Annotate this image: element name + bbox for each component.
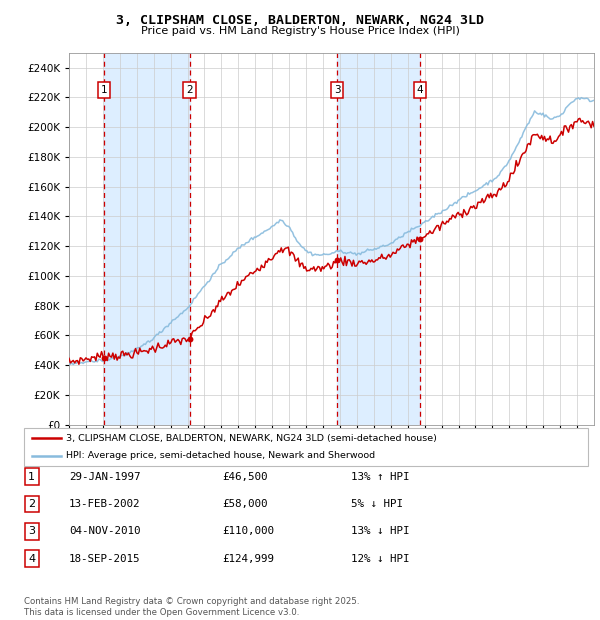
Text: Contains HM Land Registry data © Crown copyright and database right 2025.
This d: Contains HM Land Registry data © Crown c…	[24, 598, 359, 617]
Text: 3, CLIPSHAM CLOSE, BALDERTON, NEWARK, NG24 3LD (semi-detached house): 3, CLIPSHAM CLOSE, BALDERTON, NEWARK, NG…	[66, 433, 437, 443]
FancyBboxPatch shape	[24, 428, 588, 466]
Text: Price paid vs. HM Land Registry's House Price Index (HPI): Price paid vs. HM Land Registry's House …	[140, 26, 460, 36]
Text: 4: 4	[28, 554, 35, 564]
Text: 2: 2	[28, 499, 35, 509]
Text: 3, CLIPSHAM CLOSE, BALDERTON, NEWARK, NG24 3LD: 3, CLIPSHAM CLOSE, BALDERTON, NEWARK, NG…	[116, 14, 484, 27]
Text: 4: 4	[416, 85, 423, 95]
Bar	[337, 53, 420, 425]
Text: 1: 1	[28, 472, 35, 482]
Point	[100, 353, 109, 363]
Point	[185, 334, 194, 344]
Text: £58,000: £58,000	[222, 499, 268, 509]
Text: 18-SEP-2015: 18-SEP-2015	[69, 554, 140, 564]
Text: 12% ↓ HPI: 12% ↓ HPI	[351, 554, 409, 564]
Text: 3: 3	[28, 526, 35, 536]
Bar	[104, 53, 190, 425]
Point	[332, 255, 342, 265]
FancyBboxPatch shape	[25, 496, 39, 512]
Text: 5% ↓ HPI: 5% ↓ HPI	[351, 499, 403, 509]
Text: 1: 1	[101, 85, 107, 95]
Point	[415, 234, 425, 244]
Text: 13% ↓ HPI: 13% ↓ HPI	[351, 526, 409, 536]
Text: £110,000: £110,000	[222, 526, 274, 536]
Text: £46,500: £46,500	[222, 472, 268, 482]
Text: 04-NOV-2010: 04-NOV-2010	[69, 526, 140, 536]
Text: 2: 2	[186, 85, 193, 95]
Text: 13-FEB-2002: 13-FEB-2002	[69, 499, 140, 509]
Text: 29-JAN-1997: 29-JAN-1997	[69, 472, 140, 482]
Text: 3: 3	[334, 85, 341, 95]
FancyBboxPatch shape	[25, 551, 39, 567]
FancyBboxPatch shape	[25, 469, 39, 485]
FancyBboxPatch shape	[25, 523, 39, 539]
Text: HPI: Average price, semi-detached house, Newark and Sherwood: HPI: Average price, semi-detached house,…	[66, 451, 376, 461]
Text: 13% ↑ HPI: 13% ↑ HPI	[351, 472, 409, 482]
Text: £124,999: £124,999	[222, 554, 274, 564]
